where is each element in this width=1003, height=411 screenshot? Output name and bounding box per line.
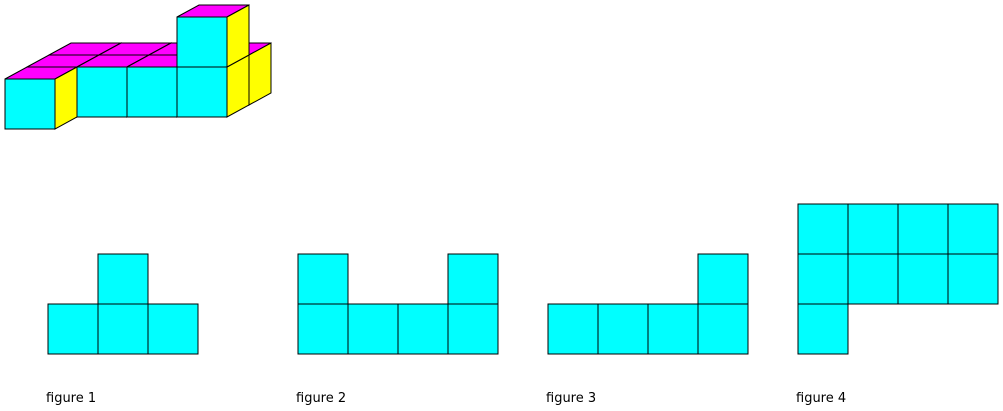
cube-face bbox=[4, 78, 56, 130]
square bbox=[397, 303, 449, 355]
square bbox=[697, 253, 749, 305]
figure-label: figure 1 bbox=[46, 391, 96, 406]
figure-4-net bbox=[797, 203, 999, 355]
square bbox=[897, 253, 949, 305]
square bbox=[847, 203, 899, 255]
square bbox=[797, 303, 849, 355]
square bbox=[297, 303, 349, 355]
square bbox=[797, 203, 849, 255]
square bbox=[947, 203, 999, 255]
figure-3-net bbox=[547, 253, 749, 355]
square bbox=[897, 203, 949, 255]
square bbox=[597, 303, 649, 355]
figure-label: figure 2 bbox=[296, 391, 346, 406]
square bbox=[697, 303, 749, 355]
cube-solid bbox=[4, 4, 272, 130]
figure-label: figure 3 bbox=[546, 391, 596, 406]
square bbox=[47, 303, 99, 355]
cube-face bbox=[126, 66, 178, 118]
figure-2-net bbox=[297, 253, 499, 355]
figure-label: figure 4 bbox=[796, 391, 846, 406]
figure-1-net bbox=[47, 253, 199, 355]
cube-face bbox=[76, 66, 128, 118]
square bbox=[647, 303, 699, 355]
square bbox=[97, 303, 149, 355]
square bbox=[347, 303, 399, 355]
square bbox=[447, 303, 499, 355]
square bbox=[447, 253, 499, 305]
square bbox=[797, 253, 849, 305]
square bbox=[947, 253, 999, 305]
square bbox=[97, 253, 149, 305]
cube-face bbox=[176, 66, 228, 118]
square bbox=[297, 253, 349, 305]
square bbox=[147, 303, 199, 355]
cube-face bbox=[176, 16, 228, 68]
square bbox=[847, 253, 899, 305]
square bbox=[547, 303, 599, 355]
